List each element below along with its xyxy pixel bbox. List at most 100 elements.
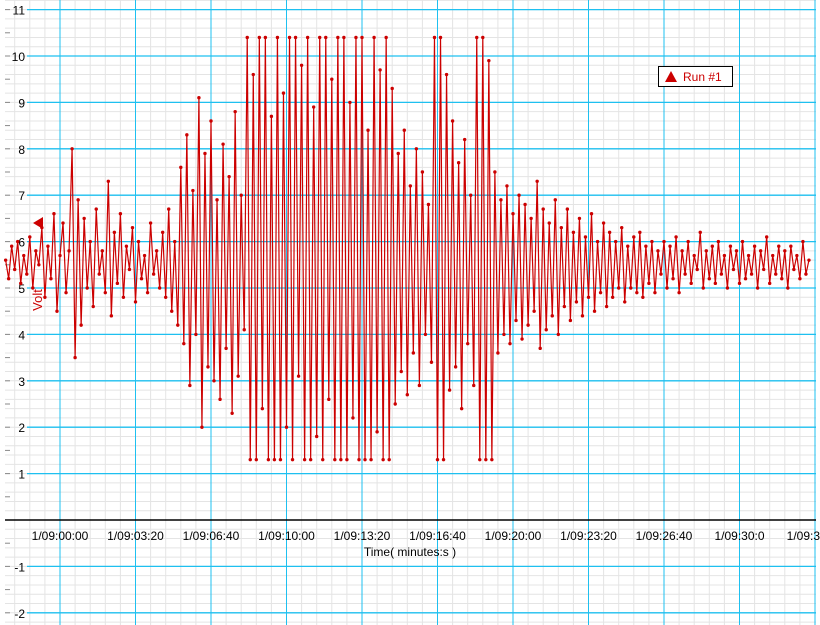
data-point (3, 258, 8, 262)
data-point (505, 184, 509, 188)
data-point (330, 77, 334, 81)
data-point (728, 244, 733, 248)
series-run-1 (3, 35, 811, 462)
data-point (789, 244, 793, 248)
y-tick-label: 5 (18, 282, 25, 296)
data-point (160, 230, 165, 235)
data-point (783, 249, 787, 253)
data-point (520, 337, 524, 341)
y-axis-scroll-arrow-icon[interactable] (33, 217, 43, 229)
data-point (167, 207, 171, 211)
data-point (308, 457, 313, 462)
data-point (25, 272, 29, 276)
data-point (801, 239, 805, 244)
data-point (740, 239, 745, 244)
data-point (61, 221, 65, 225)
data-point (746, 253, 751, 258)
data-point (466, 341, 470, 346)
data-point (188, 383, 192, 388)
data-point (764, 235, 769, 239)
y-tick-label: 9 (18, 96, 25, 110)
data-point (354, 35, 358, 40)
data-point (523, 202, 527, 207)
data-point (592, 309, 597, 313)
data-point (112, 230, 117, 235)
data-point (444, 72, 449, 77)
x-tick-label: 1/09:00:00 (32, 529, 89, 543)
x-axis-title: Time( minutes:s ) (364, 545, 456, 559)
data-point (804, 272, 808, 276)
data-point (807, 258, 811, 262)
data-point (43, 295, 47, 299)
x-tick-label: 1/09:20:00 (485, 529, 542, 543)
data-point (399, 369, 403, 374)
data-point (725, 286, 730, 290)
data-point (339, 457, 343, 462)
data-point (734, 249, 739, 253)
data-point (626, 244, 630, 248)
data-point (792, 267, 796, 272)
data-point (381, 457, 385, 462)
data-point (372, 35, 376, 40)
data-point (76, 198, 80, 202)
data-point (535, 179, 539, 183)
data-point (251, 72, 255, 77)
data-point (653, 290, 657, 295)
data-point (411, 351, 416, 355)
data-point (94, 207, 98, 211)
data-point (333, 457, 337, 462)
data-point (601, 221, 606, 225)
data-point (9, 244, 14, 248)
data-point (598, 290, 603, 295)
data-point (613, 239, 618, 244)
data-point (179, 165, 183, 170)
data-point (574, 300, 579, 304)
data-point (526, 323, 530, 327)
data-point (478, 457, 482, 462)
data-point (200, 425, 204, 429)
data-point (22, 253, 26, 258)
data-point (230, 411, 234, 415)
data-point (351, 416, 355, 420)
data-point (170, 309, 174, 313)
data-point (360, 35, 364, 40)
x-tick-label: 1/09:03:20 (107, 529, 164, 543)
data-point (6, 277, 11, 281)
data-point (375, 430, 379, 434)
data-point (173, 239, 177, 244)
x-tick-label: 1/09:26:40 (636, 529, 693, 543)
data-point (698, 230, 702, 235)
y-tick-label: -2 (14, 607, 25, 621)
data-point (541, 207, 545, 211)
x-tick-label: 1/09:13:20 (334, 529, 391, 543)
data-point (130, 225, 135, 230)
data-point (462, 137, 467, 142)
data-point (755, 286, 760, 290)
data-point (321, 457, 325, 462)
data-point (752, 244, 757, 248)
data-point (311, 105, 316, 109)
data-point (278, 457, 283, 462)
data-point (429, 360, 434, 364)
legend: Run #1 (658, 66, 733, 87)
data-point (662, 239, 666, 244)
triangle-marker-icon (665, 71, 677, 82)
data-point (73, 355, 77, 360)
data-point (749, 272, 754, 276)
data-point (31, 286, 35, 290)
data-point (550, 314, 554, 318)
data-point (387, 457, 391, 462)
data-point (106, 179, 111, 183)
data-point (336, 35, 340, 40)
data-point (139, 277, 144, 281)
data-point (405, 393, 409, 397)
data-point (357, 457, 361, 462)
data-point (453, 365, 458, 369)
data-point (79, 323, 83, 327)
data-point (245, 35, 249, 40)
data-point (378, 68, 382, 72)
data-point (547, 221, 551, 225)
data-point (496, 351, 500, 355)
y-axis-title: Volt (30, 289, 45, 311)
data-point (393, 402, 397, 406)
